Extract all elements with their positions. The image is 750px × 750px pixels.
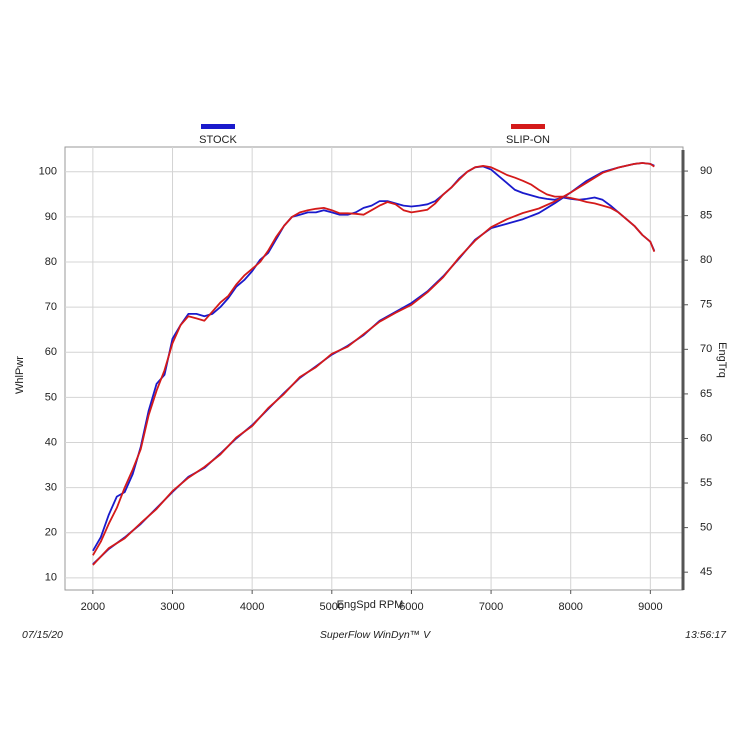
legend-swatch <box>201 124 235 129</box>
y2-tick-label: 65 <box>700 388 712 400</box>
y2-tick-label: 45 <box>700 566 712 578</box>
legend-label: SLIP-ON <box>506 134 550 146</box>
y-tick-label: 10 <box>45 572 57 584</box>
y-tick-label: 90 <box>45 211 57 223</box>
y-tick-label: 20 <box>45 527 57 539</box>
x-tick-label: 2000 <box>81 601 105 613</box>
legend-label: STOCK <box>199 134 237 146</box>
x-axis-label: EngSpd RPM <box>337 599 404 611</box>
y2-tick-label: 60 <box>700 432 712 444</box>
y-tick-label: 60 <box>45 346 57 358</box>
y2-tick-label: 50 <box>700 522 712 534</box>
footer-software: SuperFlow WinDyn™ V <box>320 629 431 641</box>
x-tick-label: 6000 <box>399 601 423 613</box>
x-tick-label: 8000 <box>558 601 582 613</box>
legend-swatch <box>511 124 545 129</box>
footer-date: 07/15/20 <box>22 629 63 641</box>
x-tick-label: 4000 <box>240 601 264 613</box>
y-axis-label: WhlPwr <box>14 356 26 394</box>
y2-tick-label: 75 <box>700 299 712 311</box>
x-tick-label: 9000 <box>638 601 662 613</box>
y-tick-label: 100 <box>39 166 57 178</box>
y2-tick-label: 80 <box>700 254 712 266</box>
y2-tick-label: 85 <box>700 210 712 222</box>
y2-tick-label: 55 <box>700 477 712 489</box>
plot-area <box>64 146 684 591</box>
footer-time: 13:56:17 <box>685 629 727 641</box>
y2-axis-label: EngTrq <box>716 342 728 378</box>
y2-tick-label: 90 <box>700 165 712 177</box>
x-tick-label: 5000 <box>320 601 344 613</box>
y2-tick-label: 70 <box>700 343 712 355</box>
y-tick-label: 30 <box>45 482 57 494</box>
x-tick-label: 7000 <box>479 601 503 613</box>
y-tick-label: 80 <box>45 256 57 268</box>
series-line <box>92 162 655 566</box>
y-tick-label: 50 <box>45 391 57 403</box>
y-tick-label: 40 <box>45 436 57 448</box>
grid <box>65 147 683 590</box>
y-tick-label: 70 <box>45 301 57 313</box>
x-tick-label: 3000 <box>160 601 184 613</box>
